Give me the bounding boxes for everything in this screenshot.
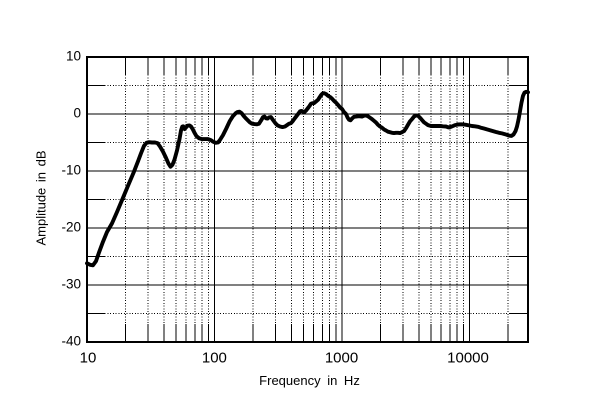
svg-text:Frequency in Hz: Frequency in Hz — [259, 373, 360, 388]
svg-text:10: 10 — [80, 350, 97, 367]
svg-text:100: 100 — [202, 350, 227, 367]
svg-text:Amplitude in dB: Amplitude in dB — [34, 150, 49, 245]
svg-text:-40: -40 — [61, 334, 81, 349]
svg-text:0: 0 — [73, 106, 81, 121]
svg-text:-10: -10 — [61, 163, 81, 178]
svg-text:-20: -20 — [61, 220, 81, 235]
svg-text:-30: -30 — [61, 277, 81, 292]
svg-text:10000: 10000 — [447, 350, 489, 367]
svg-text:1000: 1000 — [325, 350, 358, 367]
svg-text:10: 10 — [66, 49, 81, 64]
